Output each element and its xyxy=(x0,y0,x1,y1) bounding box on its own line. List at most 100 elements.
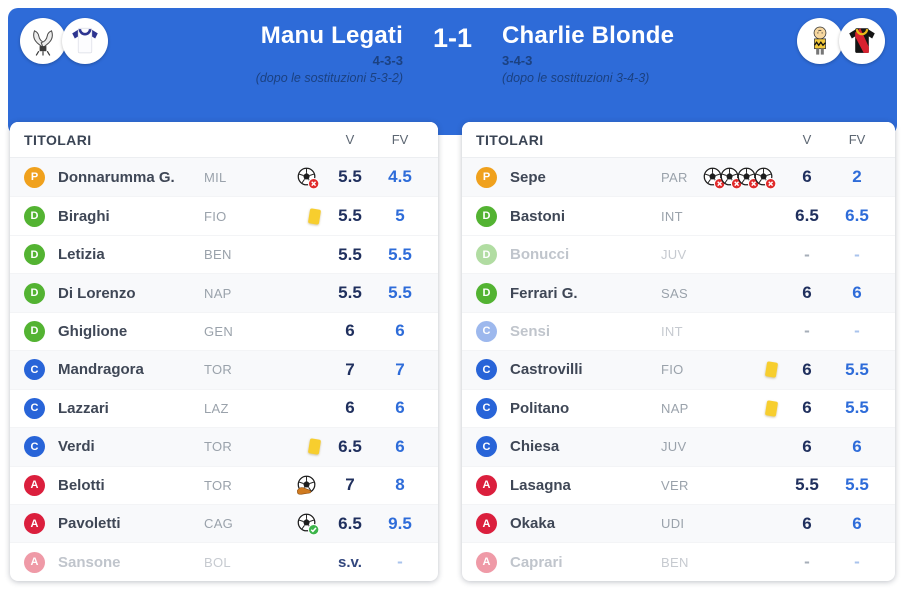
player-row[interactable]: C Chiesa JUV 6 6 xyxy=(462,427,895,466)
home-team-badges xyxy=(20,16,120,64)
event-icons xyxy=(709,274,781,311)
goal-conceded-icon xyxy=(295,165,320,190)
player-name: Pavoletti xyxy=(58,515,121,533)
player-row[interactable]: C Politano NAP 6 5.5 xyxy=(462,388,895,427)
vote-value: 5.5 xyxy=(338,283,362,303)
fantavote-value: 5.5 xyxy=(388,244,412,264)
fantavote-value: - xyxy=(397,552,403,572)
player-name: Sepe xyxy=(510,168,546,186)
player-team: FIO xyxy=(661,362,684,378)
event-icons xyxy=(709,236,781,273)
player-row[interactable]: C Verdi TOR 6.5 6 xyxy=(10,427,438,466)
fantavote-value: 9.5 xyxy=(388,513,412,533)
away-lineup-title: TITOLARI xyxy=(476,131,544,148)
player-row[interactable]: A Sansone BOL s.v. - xyxy=(10,542,438,580)
player-row[interactable]: A Caprari BEN - - xyxy=(462,542,895,580)
assist-icon xyxy=(295,473,320,498)
player-row[interactable]: C Sensi INT - - xyxy=(462,311,895,350)
player-row[interactable]: P Sepe PAR 6 2 xyxy=(462,158,895,197)
position-badge: C xyxy=(24,436,45,458)
player-row[interactable]: D Ghiglione GEN 6 6 xyxy=(10,311,438,350)
player-row[interactable]: A Pavoletti CAG 6.5 9.5 xyxy=(10,503,438,543)
fantavote-value: 4.5 xyxy=(388,167,412,187)
position-badge: C xyxy=(24,397,45,419)
home-lineup-title: TITOLARI xyxy=(24,131,92,148)
event-icons xyxy=(709,505,781,542)
player-name: Lazzari xyxy=(58,399,109,417)
away-team-badges xyxy=(785,16,885,64)
event-icons xyxy=(252,390,324,427)
home-jersey-icon xyxy=(62,18,108,64)
away-player-list: P Sepe PAR 6 2 D Bastoni INT 6.5 6.5 D Bonucci JUV - -… xyxy=(462,158,895,581)
fantavote-value: - xyxy=(854,321,860,341)
position-badge: D xyxy=(24,205,45,227)
player-team: VER xyxy=(661,477,689,493)
position-badge: A xyxy=(24,474,45,496)
player-row[interactable]: P Donnarumma G. MIL 5.5 4.5 xyxy=(10,158,438,197)
position-badge: D xyxy=(476,205,497,227)
player-team: TOR xyxy=(204,362,233,378)
fantavote-value: 5.5 xyxy=(388,283,412,303)
vote-value: 6.5 xyxy=(338,436,362,456)
scoreboard: Manu Legati 4-3-3 (dopo le sostituzioni … xyxy=(120,16,785,85)
away-lineup-card: TITOLARI V FV P Sepe PAR 6 2 D Bastoni INT 6.5 6.… xyxy=(462,122,895,581)
player-row[interactable]: D Bastoni INT 6.5 6.5 xyxy=(462,196,895,234)
player-row[interactable]: A Okaka UDI 6 6 xyxy=(462,503,895,543)
position-badge: A xyxy=(476,513,497,535)
player-name: Letizia xyxy=(58,246,105,264)
player-name: Donnarumma G. xyxy=(58,168,175,186)
position-badge: D xyxy=(24,320,45,342)
away-col-vote: V xyxy=(802,132,812,147)
event-icons xyxy=(252,505,324,542)
event-icons xyxy=(252,428,324,465)
player-row[interactable]: C Lazzari LAZ 6 6 xyxy=(10,388,438,427)
event-icons xyxy=(252,467,324,504)
player-row[interactable]: A Lasagna VER 5.5 5.5 xyxy=(462,465,895,504)
home-player-list: P Donnarumma G. MIL 5.5 4.5 D Biraghi FIO 5.5 5 D L… xyxy=(10,158,438,581)
fantavote-value: - xyxy=(854,552,860,572)
player-name: Okaka xyxy=(510,515,556,533)
yellow-card-icon xyxy=(764,400,779,417)
position-badge: A xyxy=(476,551,497,573)
player-name: Bonucci xyxy=(510,246,570,264)
vote-value: - xyxy=(804,244,810,264)
player-team: GEN xyxy=(204,323,234,339)
player-team: FIO xyxy=(204,208,227,224)
position-badge: C xyxy=(476,320,497,342)
vote-value: 5.5 xyxy=(338,244,362,264)
player-name: Biraghi xyxy=(58,207,110,225)
player-row[interactable]: D Ferrari G. SAS 6 6 xyxy=(462,273,895,312)
vote-value: 6 xyxy=(345,398,355,418)
position-badge: D xyxy=(24,282,45,304)
player-name: Sansone xyxy=(58,553,121,571)
home-club-logo-icon xyxy=(20,18,66,64)
vote-value: - xyxy=(804,552,810,572)
position-badge: P xyxy=(476,166,497,188)
player-team: MIL xyxy=(204,169,227,185)
player-row[interactable]: D Biraghi FIO 5.5 5 xyxy=(10,196,438,234)
player-row[interactable]: D Letizia BEN 5.5 5.5 xyxy=(10,234,438,273)
fantavote-value: 5 xyxy=(395,206,405,226)
player-name: Belotti xyxy=(58,476,105,494)
player-row[interactable]: D Bonucci JUV - - xyxy=(462,234,895,273)
player-name: Sensi xyxy=(510,322,551,340)
position-badge: C xyxy=(476,359,497,381)
vote-value: 6 xyxy=(345,321,355,341)
vote-value: 6 xyxy=(802,398,812,418)
position-badge: A xyxy=(24,551,45,573)
event-icons xyxy=(252,274,324,311)
home-lineup-card: TITOLARI V FV P Donnarumma G. MIL 5.5 4.5 D Bi… xyxy=(10,122,438,581)
player-team: BEN xyxy=(204,247,232,263)
player-row[interactable]: C Castrovilli FIO 6 5.5 xyxy=(462,350,895,389)
position-badge: D xyxy=(24,244,45,266)
fantavote-value: 5.5 xyxy=(845,359,869,379)
player-row[interactable]: A Belotti TOR 7 8 xyxy=(10,465,438,504)
vote-value: 6 xyxy=(802,513,812,533)
lineups: TITOLARI V FV P Donnarumma G. MIL 5.5 4.5 D Bi… xyxy=(10,122,895,581)
player-row[interactable]: C Mandragora TOR 7 7 xyxy=(10,350,438,389)
player-name: Chiesa xyxy=(510,438,560,456)
vote-value: 5.5 xyxy=(338,206,362,226)
player-row[interactable]: D Di Lorenzo NAP 5.5 5.5 xyxy=(10,273,438,312)
vote-value: 6 xyxy=(802,167,812,187)
